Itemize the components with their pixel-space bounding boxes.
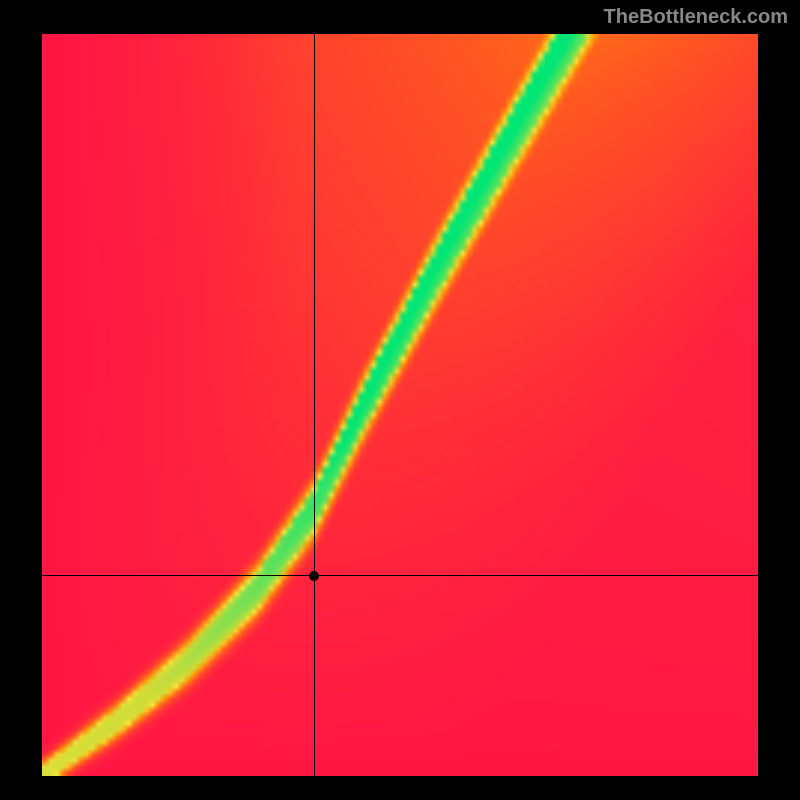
chart-container: TheBottleneck.com	[0, 0, 800, 800]
watermark-text: TheBottleneck.com	[604, 6, 788, 29]
crosshair-vertical	[314, 34, 315, 776]
crosshair-horizontal	[42, 575, 758, 576]
heatmap-plot	[42, 34, 758, 776]
heatmap-canvas	[42, 34, 758, 776]
crosshair-dot	[309, 571, 319, 581]
